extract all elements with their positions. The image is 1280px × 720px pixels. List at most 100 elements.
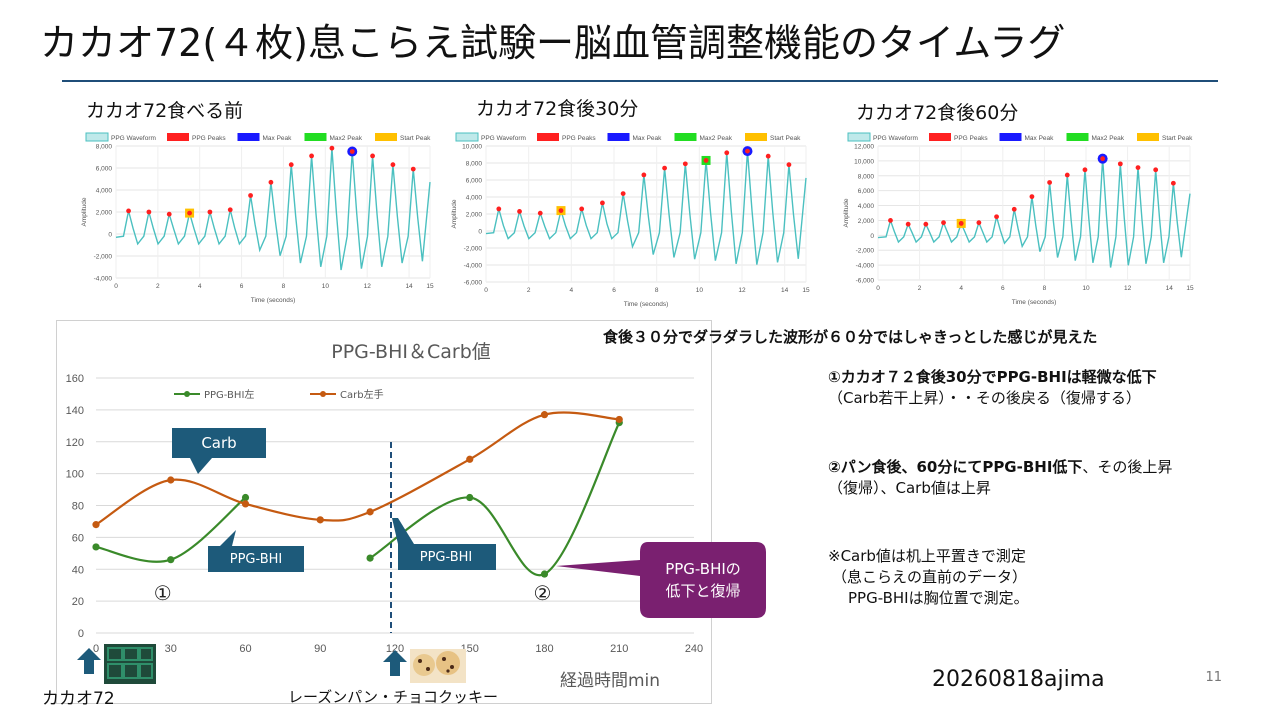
ppg-legend-swatch xyxy=(1066,133,1089,141)
note-2-rest: 、その後上昇（復帰）、Carb値は上昇 xyxy=(828,458,1173,497)
main-legend-marker xyxy=(320,391,326,397)
title-rule xyxy=(62,80,1218,82)
note-3-line2: （息こらえの直前のデータ） xyxy=(832,568,1028,586)
ppg-waveform-line xyxy=(877,158,1191,268)
ppg-legend-swatch xyxy=(1137,133,1159,141)
ppg-peak-point xyxy=(309,153,314,159)
ppg-panel-label-before: カカオ72食べる前 xyxy=(86,100,244,122)
ppg-peak-point xyxy=(558,208,564,213)
ppg-x-tick: 12 xyxy=(1124,285,1132,292)
ppg-y-tick: 2,000 xyxy=(96,210,113,217)
purple-callout-shape xyxy=(556,542,766,618)
ppg-x-tick: 10 xyxy=(322,283,330,290)
ppg-legend-swatch xyxy=(607,133,630,141)
ppg-peak-point xyxy=(537,210,543,216)
ppg-x-axis-label: Time (seconds) xyxy=(1012,299,1057,306)
ppg-legend-label: Max2 Peak xyxy=(700,135,733,142)
note-1-rest: （Carb若干上昇）・・その後戻る（復帰する） xyxy=(828,389,1141,407)
ppg-peak-point xyxy=(641,172,647,178)
main-data-point xyxy=(540,411,549,419)
ppg-y-tick: 4,000 xyxy=(96,188,113,195)
cacao-chocolate-image xyxy=(104,644,156,684)
ppg-legend-label: PPG Peaks xyxy=(192,135,226,142)
note-3-line3: PPG-BHIは胸位置で測定。 xyxy=(848,589,1029,607)
ppg-peak-point xyxy=(410,166,416,172)
ppg-y-tick: 0 xyxy=(108,232,112,239)
main-legend-label: PPG-BHI左 xyxy=(204,388,254,401)
ppg-y-tick: -4,000 xyxy=(94,276,113,283)
ppg-panel-label-60min: カカオ72食後60分 xyxy=(856,102,1019,124)
ppg-legend-label: Start Peak xyxy=(1162,135,1193,142)
ppg-peak-point xyxy=(1153,167,1159,173)
ppg-y-tick: 0 xyxy=(870,233,874,240)
ppg-x-tick: 6 xyxy=(612,287,616,294)
ppg-x-tick: 2 xyxy=(918,285,922,292)
ppg-y-tick: 10,000 xyxy=(462,144,482,151)
note-3-line1: ※Carb値は机上平置きで測定 xyxy=(828,547,1026,565)
ppg-x-tick: 4 xyxy=(198,283,202,290)
ppg-peak-point xyxy=(765,153,771,159)
headline-note: 食後３０分でダラダラした波形が６０分ではしゃきっとした感じが見えた xyxy=(603,328,1098,346)
ppg-legend-label: Max2 Peak xyxy=(1092,135,1125,142)
ppg-peak-point xyxy=(682,161,688,167)
note-2: ②パン食後、60分にてPPG-BHI低下、その後上昇（復帰）、Carb値は上昇 xyxy=(828,457,1178,499)
ppg-panel-label-30min: カカオ72食後30分 xyxy=(476,98,639,120)
main-chart-y-tick: 20 xyxy=(72,596,84,608)
ppg-peak-point xyxy=(370,153,375,159)
ppg-y-tick: -6,000 xyxy=(464,280,483,287)
ppg-y-tick: -2,000 xyxy=(856,248,875,255)
ppg-peak-point xyxy=(994,214,999,220)
ppg-x-tick: 8 xyxy=(1043,285,1047,292)
ppg-peak-point xyxy=(786,162,792,168)
ppg-legend-swatch xyxy=(999,133,1022,141)
ppg-y-tick: 2,000 xyxy=(466,212,483,219)
ppg-y-tick: 6,000 xyxy=(858,188,875,195)
main-chart-frame xyxy=(56,320,712,704)
main-data-point xyxy=(466,493,474,502)
cacao-label: カカオ72 xyxy=(42,689,115,709)
ppg-x-axis-label: Time (seconds) xyxy=(624,301,669,308)
ppg-y-tick: 0 xyxy=(478,229,482,236)
carb-callout-text: Carb xyxy=(201,434,237,452)
purple-callout-text: PPG-BHIの 低下と復帰 xyxy=(665,560,741,600)
ppg-peak-point xyxy=(888,218,893,223)
main-chart-y-tick: 60 xyxy=(72,532,84,544)
ppg-legend-swatch xyxy=(237,133,260,141)
main-data-point xyxy=(540,570,549,578)
ppg-x-tick: 0 xyxy=(114,283,118,290)
ppg-peak-point xyxy=(905,221,911,227)
page-number: 11 xyxy=(1205,670,1222,685)
ppg-y-tick: 8,000 xyxy=(858,173,875,180)
ppg-peak-point xyxy=(1170,180,1176,186)
main-chart-x-tick: 180 xyxy=(535,643,553,655)
ppg-legend-label: Max Peak xyxy=(263,135,293,142)
ppg-legend-label: PPG Peaks xyxy=(954,135,988,142)
note-2-bold: ②パン食後、60分にてPPG-BHI低下 xyxy=(828,458,1083,476)
ppg-peak-point xyxy=(579,206,585,212)
main-data-point xyxy=(366,508,374,516)
ppg-waveform-line xyxy=(115,148,431,271)
ppg-peak-point xyxy=(745,148,750,154)
ppg-legend-swatch xyxy=(929,133,951,141)
ppg-legend-swatch xyxy=(674,133,697,141)
main-chart-x-tick: 0 xyxy=(93,643,99,655)
ppg-peak-point xyxy=(517,209,522,214)
ppg-peak-point xyxy=(1064,172,1070,178)
note-1: ①カカオ７２食後30分でPPG-BHIは軽微な低下 （Carb若干上昇）・・その後… xyxy=(828,367,1178,409)
ppg-y-tick: 4,000 xyxy=(466,195,483,202)
main-chart-x-tick: 210 xyxy=(610,643,628,655)
main-chart-x-tick: 30 xyxy=(165,643,177,655)
main-chart-y-tick: 0 xyxy=(78,628,84,640)
ppg-x-tick: 15 xyxy=(1186,285,1194,292)
main-chart-y-tick: 80 xyxy=(72,501,84,513)
raisin-bread-cookie-image xyxy=(410,649,466,683)
ppg-bhi-callout-1-shape xyxy=(208,530,304,572)
annotation-1: ① xyxy=(154,581,172,605)
ppg-x-tick: 0 xyxy=(876,285,880,292)
ppg-bhi-callout-2-text: PPG-BHI xyxy=(419,549,473,565)
ppg-legend-swatch xyxy=(85,132,109,142)
ppg-peak-point xyxy=(941,220,946,226)
main-legend-marker xyxy=(184,391,190,397)
ppg-x-tick: 4 xyxy=(959,285,963,292)
main-series-line xyxy=(95,411,620,526)
